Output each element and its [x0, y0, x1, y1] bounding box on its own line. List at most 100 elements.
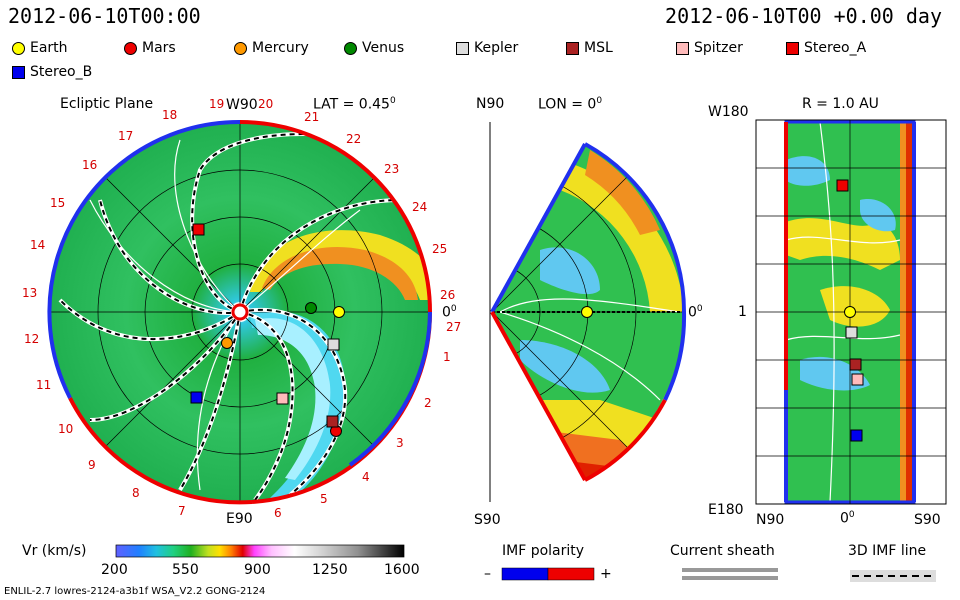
- legend-item-msl: MSL: [566, 40, 613, 56]
- legend-label: Earth: [30, 40, 68, 56]
- sector-number: 14: [30, 238, 46, 252]
- sun-marker-icon: [231, 303, 249, 321]
- sector-number: 16: [82, 158, 98, 172]
- mercury-marker-icon: [234, 41, 247, 55]
- spitzer-lonlat-icon: [851, 373, 864, 386]
- ecliptic-right-label: 00: [442, 304, 457, 321]
- msl-marker-icon: [566, 41, 579, 55]
- current-sheath-title: Current sheath: [670, 543, 775, 559]
- meridional-bottom-label: S90: [474, 512, 501, 528]
- colorbar-tick: 200: [101, 562, 128, 578]
- earth-meridional-icon: [581, 306, 593, 318]
- sector-number: 10: [58, 422, 74, 436]
- colorbar-tick: 1600: [384, 562, 420, 578]
- sector-number: 20: [258, 97, 274, 111]
- mercury-position-icon: [221, 337, 233, 349]
- earth-marker-icon: [12, 41, 25, 55]
- legend-label: MSL: [584, 40, 613, 56]
- imf-polarity-title: IMF polarity: [502, 543, 585, 559]
- stereo-b-position-icon: [190, 391, 203, 404]
- imf-minus-label: –: [484, 566, 491, 582]
- legend-label: Venus: [362, 40, 405, 56]
- colorbar-label: Vr (km/s): [22, 543, 87, 559]
- meridional-right-label: 00: [688, 304, 703, 321]
- ecliptic-top-label: W90: [226, 97, 258, 113]
- lonlat-bottom-label-center: 00: [840, 510, 855, 527]
- velocity-colorbar: [115, 544, 405, 558]
- sector-number: 2: [424, 396, 432, 410]
- lonlat-panel: [755, 119, 947, 505]
- sector-number: 13: [22, 286, 38, 300]
- lonlat-bottom-left-label: E180: [708, 502, 744, 518]
- imf-positive-swatch: [547, 567, 595, 581]
- legend-label: Mercury: [252, 40, 309, 56]
- stereo-a-lonlat-icon: [836, 179, 849, 192]
- sector-number: 21: [304, 110, 320, 124]
- imf-negative-swatch: [501, 567, 549, 581]
- sector-number: 25: [432, 242, 448, 256]
- stereo-b-lonlat-icon: [850, 429, 863, 442]
- colorbar-tick: 900: [244, 562, 271, 578]
- sector-number: 9: [88, 458, 96, 472]
- sector-number: 7: [178, 504, 186, 518]
- sector-number: 19: [209, 97, 225, 111]
- lonlat-title: R = 1.0 AU: [802, 96, 879, 112]
- legend-label: Spitzer: [694, 40, 743, 56]
- sector-number: 18: [162, 108, 178, 122]
- meridional-top-label: N90: [476, 96, 505, 112]
- imf-plus-label: +: [600, 566, 612, 582]
- colorbar-tick: 550: [172, 562, 199, 578]
- sector-number: 27: [446, 320, 462, 334]
- legend-item-mercury: Mercury: [234, 40, 309, 56]
- sector-number: 26: [440, 288, 456, 302]
- sector-number: 8: [132, 486, 140, 500]
- mars-marker-icon: [124, 41, 137, 55]
- lonlat-mid-label: 1: [738, 304, 747, 320]
- msl-position-icon: [326, 415, 339, 428]
- legend-label: Mars: [142, 40, 176, 56]
- sector-number: 24: [412, 200, 428, 214]
- legend-item-kepler: Kepler: [456, 40, 518, 56]
- sector-number: 4: [362, 470, 370, 484]
- model-info: ENLIL-2.7 lowres-2124-a3b1f WSA_V2.2 GON…: [4, 586, 266, 597]
- earth-lonlat-icon: [844, 306, 856, 318]
- ecliptic-panel: [47, 119, 433, 505]
- legend-item-earth: Earth: [12, 40, 68, 56]
- sector-number: 11: [36, 378, 52, 392]
- sector-number: 22: [346, 132, 362, 146]
- timestamp-left: 2012-06-10T00:00: [8, 4, 201, 28]
- lonlat-bottom-label-right: S90: [914, 512, 941, 528]
- sector-number: 5: [320, 492, 328, 506]
- ecliptic-lat-label: LAT = 0.450: [313, 96, 396, 113]
- meridional-lon-label: LON = 00: [538, 96, 603, 113]
- sector-number: 15: [50, 196, 66, 210]
- legend-label: Stereo_A: [804, 40, 867, 56]
- timestamp-right: 2012-06-10T00 +0.00 day: [665, 4, 942, 28]
- kepler-position-icon: [327, 338, 340, 351]
- lonlat-top-left-label: W180: [708, 104, 749, 120]
- sector-number: 12: [24, 332, 40, 346]
- venus-marker-icon: [344, 41, 357, 55]
- legend-item-venus: Venus: [344, 40, 404, 56]
- imf3d-title: 3D IMF line: [848, 543, 927, 559]
- legend-item-spitzer: Spitzer: [676, 40, 743, 56]
- stereo-a-position-icon: [192, 223, 205, 236]
- lonlat-bottom-label-left: N90: [756, 512, 785, 528]
- spitzer-position-icon: [276, 392, 289, 405]
- stereo-b-marker-icon: [12, 65, 25, 79]
- ecliptic-bottom-label: E90: [226, 511, 253, 527]
- sector-number: 3: [396, 436, 404, 450]
- stereo-a-marker-icon: [786, 41, 799, 55]
- legend-label: Kepler: [474, 40, 519, 56]
- venus-position-icon: [305, 302, 317, 314]
- kepler-lonlat-icon: [845, 326, 858, 339]
- current-sheath-swatch: [682, 568, 778, 572]
- spitzer-marker-icon: [676, 41, 689, 55]
- colorbar-tick: 1250: [312, 562, 348, 578]
- sector-number: 1: [443, 350, 451, 364]
- legend-item-mars: Mars: [124, 40, 176, 56]
- legend-item-stereo-b: Stereo_B: [12, 64, 92, 80]
- sector-number: 17: [118, 129, 134, 143]
